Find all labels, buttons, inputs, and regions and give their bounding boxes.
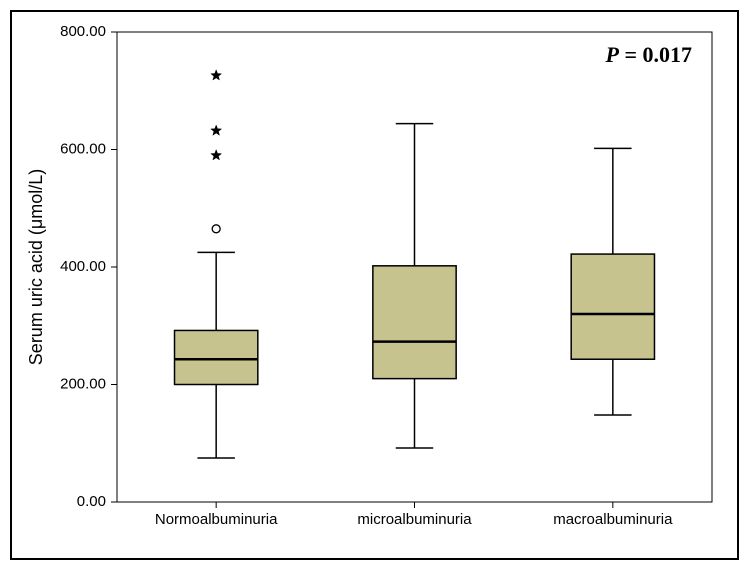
- box: [373, 266, 456, 379]
- y-tick-label: 200.00: [60, 375, 106, 392]
- p-value-annotation: P = 0.017: [605, 42, 693, 67]
- y-axis-label: Serum uric acid (μmol/L): [26, 169, 46, 365]
- box: [175, 330, 258, 384]
- y-tick-label: 0.00: [77, 493, 106, 510]
- boxplot-svg: 0.00 200.00 400.00 600.00 800.00 Serum uric a…: [12, 12, 737, 558]
- x-category-label: Normoalbuminuria: [155, 511, 278, 528]
- x-category-label: microalbuminuria: [357, 511, 472, 528]
- x-category-label: macroalbuminuria: [553, 511, 673, 528]
- y-tick-label: 600.00: [60, 140, 106, 157]
- y-tick-label: 400.00: [60, 258, 106, 275]
- y-tick-label: 800.00: [60, 23, 106, 40]
- chart-container: 0.00 200.00 400.00 600.00 800.00 Serum uric a…: [10, 10, 739, 560]
- box: [571, 254, 654, 359]
